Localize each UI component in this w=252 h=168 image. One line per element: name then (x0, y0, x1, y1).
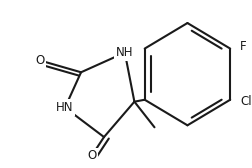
Text: O: O (87, 149, 96, 162)
Text: HN: HN (56, 101, 74, 114)
Text: Cl: Cl (240, 95, 251, 108)
Text: F: F (240, 40, 247, 53)
Text: NH: NH (116, 46, 134, 59)
Text: O: O (35, 54, 44, 67)
